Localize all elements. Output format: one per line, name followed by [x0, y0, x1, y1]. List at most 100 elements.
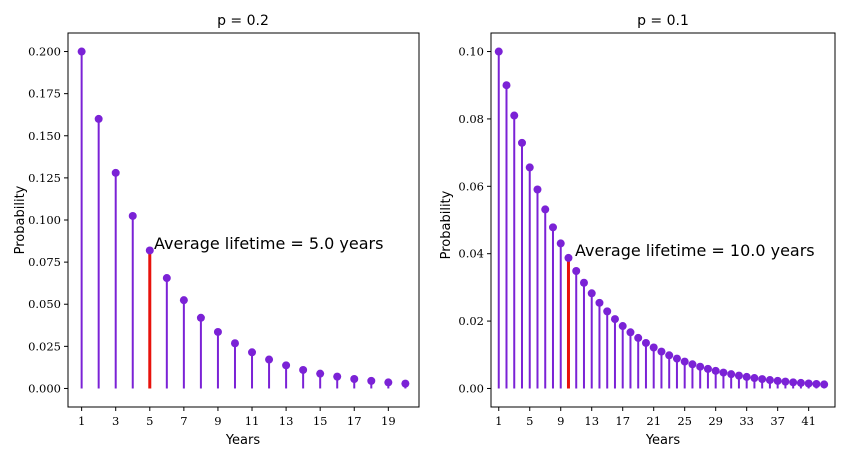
x-ticks-left: 1 3 5 7 9 11 13 15 17 19	[78, 407, 396, 428]
stem-marker	[758, 375, 767, 384]
stem-marker	[179, 296, 188, 305]
stem-marker	[618, 322, 627, 331]
stem-marker	[556, 239, 565, 248]
x-tick-label: 25	[677, 414, 692, 428]
x-axis-label-right: Years	[645, 433, 681, 448]
stem-marker	[367, 376, 376, 385]
stem-marker	[77, 47, 86, 56]
x-tick-label: 7	[180, 414, 187, 428]
x-tick-label: 9	[557, 414, 564, 428]
y-tick-label: 0.00	[458, 381, 484, 395]
stem-marker	[333, 372, 342, 381]
stem-marker	[111, 168, 120, 177]
x-tick-label: 13	[279, 414, 294, 428]
y-axis-label-right: Probability	[439, 190, 454, 259]
x-tick-label: 37	[770, 414, 785, 428]
stem-marker	[579, 278, 588, 287]
stem-marker	[711, 366, 720, 375]
y-ticks-left: 0.000 0.025 0.050 0.075 0.100 0.125 0.150 0.175…	[28, 45, 68, 395]
x-ticks-right: 1 5 9 13 17 21 25 29 33 37 41	[495, 407, 816, 428]
annotation-left: Average lifetime = 5.0 years	[154, 234, 383, 253]
stem-marker	[533, 185, 542, 194]
y-axis-label-left: Probability	[13, 185, 28, 254]
x-axis-label-left: Years	[225, 433, 261, 448]
x-tick-label: 5	[146, 414, 153, 428]
stem-marker	[719, 368, 728, 377]
x-tick-label: 33	[739, 414, 754, 428]
panel-p-0-1: p = 0.1 0.00 0.02 0.04 0.06 0.08 0.10 1 5 9 13 17…	[439, 13, 836, 448]
x-tick-label: 29	[708, 414, 723, 428]
x-tick-label: 41	[801, 414, 816, 428]
y-tick-label: 0.100	[28, 213, 61, 227]
x-tick-label: 5	[526, 414, 533, 428]
stem-marker	[812, 379, 821, 388]
stem-marker	[634, 333, 643, 342]
stem-marker	[727, 370, 736, 379]
stem-marker	[789, 378, 798, 387]
stem-marker	[196, 313, 205, 322]
stems-right	[494, 47, 829, 389]
stem-marker	[564, 253, 573, 262]
stem-marker	[641, 338, 650, 347]
stem-marker	[603, 307, 612, 316]
stem-marker	[665, 351, 674, 360]
stem-marker	[765, 376, 774, 385]
stem-marker	[525, 163, 534, 172]
stem-marker	[610, 315, 619, 324]
x-tick-label: 19	[381, 414, 396, 428]
stem-marker	[350, 374, 359, 383]
x-tick-label: 17	[347, 414, 362, 428]
annotation-right: Average lifetime = 10.0 years	[575, 241, 815, 260]
stem-marker	[517, 138, 526, 147]
y-tick-label: 0.025	[28, 339, 61, 353]
stem-marker	[548, 223, 557, 232]
y-tick-label: 0.02	[458, 314, 484, 328]
stem-marker	[649, 343, 658, 352]
y-tick-label: 0.150	[28, 129, 61, 143]
stem-marker	[401, 379, 410, 388]
stem-marker	[804, 379, 813, 388]
chart-title-right: p = 0.1	[637, 13, 689, 29]
stem-marker	[282, 361, 291, 370]
stem-marker	[703, 364, 712, 373]
stem-marker	[230, 339, 239, 348]
stem-marker	[680, 357, 689, 366]
x-tick-label: 21	[646, 414, 661, 428]
y-tick-label: 0.075	[28, 255, 61, 269]
y-ticks-right: 0.00 0.02 0.04 0.06 0.08 0.10	[458, 45, 491, 395]
stem-marker	[626, 328, 635, 337]
stem-marker	[316, 369, 325, 378]
stem-marker	[162, 274, 171, 283]
stem-marker	[820, 380, 829, 389]
stem-marker	[696, 362, 705, 371]
stem-marker	[145, 246, 154, 255]
y-tick-label: 0.050	[28, 297, 61, 311]
x-tick-label: 3	[112, 414, 119, 428]
stem-marker	[494, 47, 503, 56]
y-tick-label: 0.175	[28, 87, 61, 101]
stem-marker	[502, 81, 511, 90]
plot-frame-right	[490, 32, 836, 408]
stem-marker	[265, 355, 274, 364]
y-tick-label: 0.10	[458, 45, 484, 59]
stem-marker	[384, 378, 393, 387]
stem-marker	[595, 298, 604, 307]
stem-marker	[672, 354, 681, 363]
stem-marker	[742, 372, 751, 381]
stems-left	[77, 47, 410, 389]
stem-marker	[94, 114, 103, 123]
y-tick-label: 0.000	[28, 381, 61, 395]
stem-marker	[572, 266, 581, 275]
x-tick-label: 11	[245, 414, 260, 428]
stem-marker	[248, 348, 257, 357]
y-tick-label: 0.04	[458, 247, 484, 261]
stem-marker	[796, 378, 805, 387]
panel-p-0-2: p = 0.2 0.0000.0250.0500.0750.1000.1250.…	[13, 13, 420, 448]
stem-marker	[750, 374, 759, 383]
stem-marker	[587, 289, 596, 298]
stem-marker	[773, 376, 782, 385]
chart-title-left: p = 0.2	[217, 13, 269, 29]
y-tick-label: 0.08	[458, 112, 484, 126]
y-tick-label: 0.06	[458, 179, 484, 193]
